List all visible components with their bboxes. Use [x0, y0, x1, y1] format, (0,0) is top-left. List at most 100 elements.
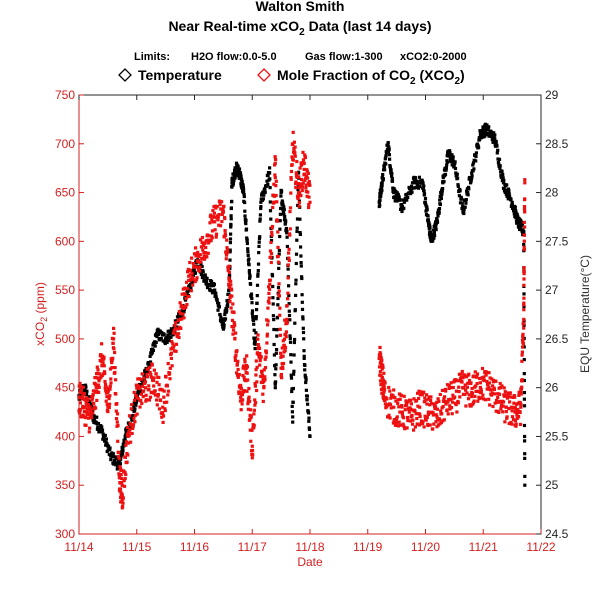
data-point [162, 395, 166, 399]
data-point [512, 418, 516, 422]
data-point [415, 416, 419, 421]
data-point [276, 303, 280, 307]
data-point [226, 267, 230, 271]
data-point [89, 408, 93, 412]
data-point [142, 389, 146, 393]
data-point [161, 420, 165, 424]
data-point [382, 385, 386, 389]
data-point [267, 291, 271, 295]
data-point [241, 183, 245, 187]
data-point [510, 203, 514, 207]
data-point [295, 217, 300, 221]
data-point [122, 444, 126, 448]
data-point [304, 388, 308, 392]
data-point [230, 181, 234, 185]
data-point [464, 198, 468, 202]
data-point [436, 214, 440, 218]
data-point [517, 415, 521, 419]
data-point [518, 227, 522, 231]
data-point [263, 188, 267, 192]
data-point [382, 390, 386, 394]
data-point [420, 179, 424, 183]
data-point [209, 279, 214, 283]
data-point [522, 233, 526, 237]
data-point [383, 381, 387, 385]
data-point [514, 424, 518, 428]
data-point [227, 288, 231, 292]
data-point [229, 283, 233, 287]
data-point [304, 380, 308, 385]
data-point [162, 400, 167, 405]
data-point [397, 195, 401, 199]
data-point [230, 200, 234, 204]
data-point [391, 421, 395, 425]
data-point [236, 367, 240, 372]
data-point [274, 363, 278, 367]
data-point [109, 377, 113, 381]
data-point [272, 318, 276, 322]
data-point [256, 333, 260, 337]
data-point [507, 189, 511, 193]
data-point [281, 203, 285, 207]
data-point [485, 131, 489, 135]
data-point [117, 473, 121, 478]
data-point [465, 391, 469, 395]
data-point [380, 181, 384, 185]
data-point [445, 383, 450, 387]
data-point [88, 405, 92, 409]
data-point [247, 269, 251, 273]
data-point [283, 221, 288, 225]
data-point [264, 355, 268, 359]
data-point [290, 404, 294, 408]
data-point [115, 420, 119, 424]
data-point [456, 176, 460, 180]
data-point [432, 422, 436, 426]
data-point [460, 369, 464, 374]
data-point [457, 385, 461, 389]
data-point [250, 448, 255, 453]
data-point [294, 293, 298, 297]
data-point [207, 241, 211, 245]
data-point [405, 415, 410, 420]
data-point [522, 391, 526, 395]
data-point [247, 386, 251, 391]
data-point [268, 200, 272, 204]
data-point [78, 409, 82, 413]
data-point [260, 369, 264, 374]
data-point [506, 194, 510, 198]
legend-co2-marker [257, 68, 271, 82]
data-point [219, 315, 223, 319]
data-point [128, 428, 132, 432]
data-point [500, 402, 504, 406]
data-point [289, 373, 293, 377]
data-point [427, 397, 431, 401]
data-point [228, 258, 232, 262]
data-point [383, 168, 387, 172]
data-point [209, 213, 213, 217]
data-point [425, 205, 429, 209]
data-point [523, 434, 527, 439]
data-point [475, 372, 480, 376]
data-point [283, 215, 287, 219]
data-point [165, 384, 169, 388]
data-point [155, 380, 159, 384]
data-point [307, 205, 311, 210]
data-point [295, 238, 299, 242]
data-point [385, 397, 389, 401]
data-point [99, 353, 103, 357]
data-point [79, 390, 83, 395]
data-point [418, 184, 422, 188]
data-point [499, 404, 503, 408]
data-point [440, 388, 445, 392]
data-point [150, 351, 154, 355]
data-point [377, 365, 382, 369]
legend-co2-sub1: 2 [410, 76, 416, 87]
data-point [493, 392, 497, 396]
data-point [437, 399, 441, 403]
axes-layer: 11/14 11/15 11/16 11/17 11/18 11/19 11/20 11/21… [55, 88, 569, 554]
data-point [521, 345, 525, 349]
data-point [522, 205, 527, 209]
data-point [291, 420, 295, 424]
data-point [478, 132, 482, 136]
data-point [452, 161, 456, 165]
